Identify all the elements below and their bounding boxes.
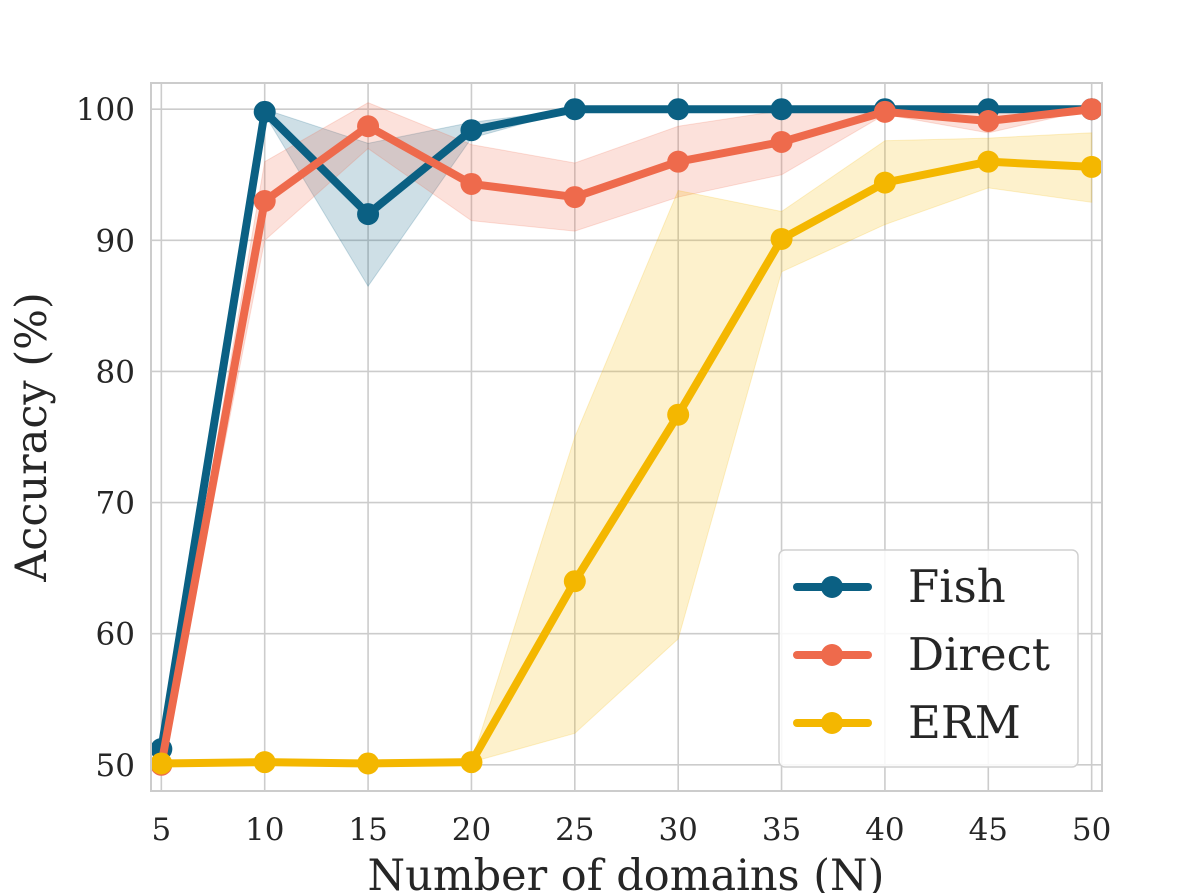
legend-label-fish: Fish xyxy=(908,560,1006,613)
x-tick-label: 40 xyxy=(865,812,904,848)
point-erm xyxy=(150,752,173,775)
point-fish xyxy=(460,119,483,142)
line-erm xyxy=(157,157,1096,768)
y-tick-label: 100 xyxy=(76,92,135,128)
point-erm xyxy=(873,171,896,194)
point-erm xyxy=(460,751,483,774)
y-tick-label: 50 xyxy=(96,748,135,784)
x-tick-label: 25 xyxy=(555,812,594,848)
point-direct xyxy=(357,115,380,138)
y-axis-title: Accuracy (%) xyxy=(7,292,57,583)
x-tick-label: 5 xyxy=(151,812,171,848)
x-tick-label: 10 xyxy=(245,812,284,848)
point-direct xyxy=(253,190,276,212)
point-direct xyxy=(667,150,690,173)
point-erm xyxy=(1080,155,1103,178)
y-tick-label: 60 xyxy=(96,617,135,653)
x-tick-label: 20 xyxy=(452,812,491,848)
point-erm xyxy=(563,570,586,593)
y-tick-label: 90 xyxy=(96,223,135,259)
y-tick-label: 70 xyxy=(96,486,135,522)
plot-frame xyxy=(150,82,1103,792)
point-fish xyxy=(357,203,380,226)
point-direct xyxy=(460,172,483,195)
point-erm xyxy=(253,751,276,774)
legend: Fish Direct ERM xyxy=(778,549,1079,768)
legend-box xyxy=(778,549,1079,768)
point-direct xyxy=(873,100,896,123)
x-tick-label: 30 xyxy=(658,812,697,848)
line-direct xyxy=(157,105,1096,769)
point-erm xyxy=(770,228,793,251)
x-tick-label: 45 xyxy=(969,812,1008,848)
legend-label-erm: ERM xyxy=(908,696,1021,749)
point-direct xyxy=(1080,98,1103,121)
y-tick-label: 80 xyxy=(96,354,135,390)
point-fish xyxy=(770,98,793,121)
x-tick-label: 35 xyxy=(762,812,801,848)
point-fish xyxy=(253,100,276,123)
point-direct xyxy=(977,110,1000,133)
point-fish xyxy=(667,98,690,121)
x-tick-label: 50 xyxy=(1072,812,1111,848)
legend-marker-direct xyxy=(821,644,843,666)
point-fish xyxy=(563,98,586,121)
x-tick-label: 15 xyxy=(348,812,387,848)
point-direct xyxy=(563,186,586,209)
point-erm xyxy=(667,403,690,426)
x-axis-title: Number of domains (N) xyxy=(368,851,885,893)
legend-marker-fish xyxy=(821,576,843,598)
legend-label-direct: Direct xyxy=(908,628,1050,681)
point-direct xyxy=(770,131,793,153)
point-erm xyxy=(357,752,380,775)
legend-marker-erm xyxy=(821,712,843,734)
point-erm xyxy=(977,150,1000,173)
